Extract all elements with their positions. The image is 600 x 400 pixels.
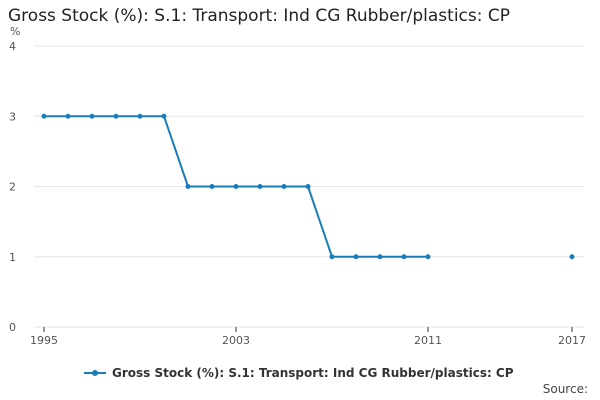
data-point[interactable] [41, 113, 47, 119]
data-point[interactable] [281, 184, 287, 189]
data-point[interactable] [329, 254, 335, 260]
gridlines [34, 45, 584, 258]
x-tick-label: 1995 [30, 334, 58, 347]
x-tick-label: 2011 [414, 334, 442, 347]
y-tick-label: 4 [9, 40, 16, 53]
data-point[interactable] [89, 113, 95, 119]
x-tick-label: 2017 [558, 334, 586, 347]
y-tick-label: 1 [9, 251, 16, 264]
y-axis-ticks: 0 1 2 3 4 [9, 40, 16, 334]
chart-title: Gross Stock (%): S.1: Transport: Ind CG … [8, 6, 510, 26]
data-point[interactable] [377, 254, 383, 260]
y-axis-unit: % [10, 25, 20, 38]
source-label: Source: [542, 382, 588, 396]
series-group [41, 113, 575, 260]
legend-swatch-icon [84, 368, 106, 378]
data-point[interactable] [401, 254, 407, 260]
y-tick-label: 0 [9, 321, 16, 334]
data-point[interactable] [425, 254, 431, 260]
data-point[interactable] [353, 254, 359, 260]
data-point[interactable] [569, 254, 575, 260]
data-point[interactable] [233, 184, 239, 189]
data-point[interactable] [209, 184, 215, 189]
legend-label: Gross Stock (%): S.1: Transport: Ind CG … [112, 366, 514, 380]
x-axis: 1995 2003 2011 2017 [30, 326, 586, 347]
x-tick-label: 2003 [222, 334, 250, 347]
data-point[interactable] [113, 113, 119, 119]
legend-dot [92, 370, 98, 376]
data-point[interactable] [305, 184, 311, 189]
data-point[interactable] [65, 113, 71, 119]
legend[interactable]: Gross Stock (%): S.1: Transport: Ind CG … [84, 366, 514, 380]
y-tick-label: 2 [9, 181, 16, 194]
data-point[interactable] [137, 113, 143, 119]
y-tick-label: 3 [9, 110, 16, 123]
data-point[interactable] [185, 184, 191, 189]
data-point[interactable] [161, 113, 167, 119]
data-point[interactable] [257, 184, 263, 189]
